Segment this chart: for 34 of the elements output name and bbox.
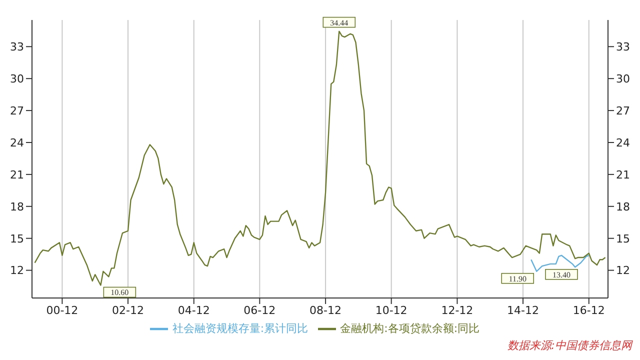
source-note: 数据来源:中国债券信息网: [506, 338, 632, 353]
line-series: [530, 254, 590, 272]
annotation: 10.60: [110, 288, 129, 298]
x-tick-label: 02-12: [112, 304, 144, 317]
y2-tick-label: 30: [616, 72, 630, 86]
x-tick-label: 06-12: [244, 304, 276, 317]
y2-tick-label: 21: [616, 168, 630, 182]
y-tick-label: 15: [10, 232, 24, 246]
annotation: 11.90: [508, 274, 526, 284]
x-tick-label: 16-12: [572, 304, 605, 317]
y2-tick-label: 33: [616, 40, 630, 54]
x-tick-label: 12-12: [441, 304, 474, 317]
y-tick-label: 27: [10, 104, 24, 118]
y-tick-label: 12: [10, 264, 24, 278]
y-tick-label: 30: [10, 72, 24, 86]
x-tick-label: 14-12: [507, 304, 539, 317]
y2-tick-label: 24: [616, 136, 630, 150]
annotation: 13.40: [552, 270, 570, 280]
x-tick-label: 04-12: [178, 304, 210, 317]
x-tick-label: 00-12: [46, 304, 78, 317]
y2-tick-label: 15: [616, 232, 630, 246]
y2-tick-label: 12: [616, 264, 630, 278]
y-tick-label: 18: [10, 200, 24, 214]
annotation: 34.44: [330, 18, 348, 28]
y-tick-label: 24: [10, 136, 24, 150]
line-series: [34, 30, 606, 286]
y2-tick-label: 27: [616, 104, 630, 118]
legend-label: 社会融资规模存量:累计同比: [172, 322, 308, 336]
y-tick-label: 33: [10, 40, 24, 54]
x-tick-label: 08-12: [310, 304, 342, 317]
x-tick-label: 10-12: [375, 304, 408, 317]
y-tick-label: 21: [10, 168, 24, 182]
legend-label: 金融机构:各项贷款余额:同比: [340, 322, 480, 336]
y2-tick-label: 18: [616, 200, 630, 214]
